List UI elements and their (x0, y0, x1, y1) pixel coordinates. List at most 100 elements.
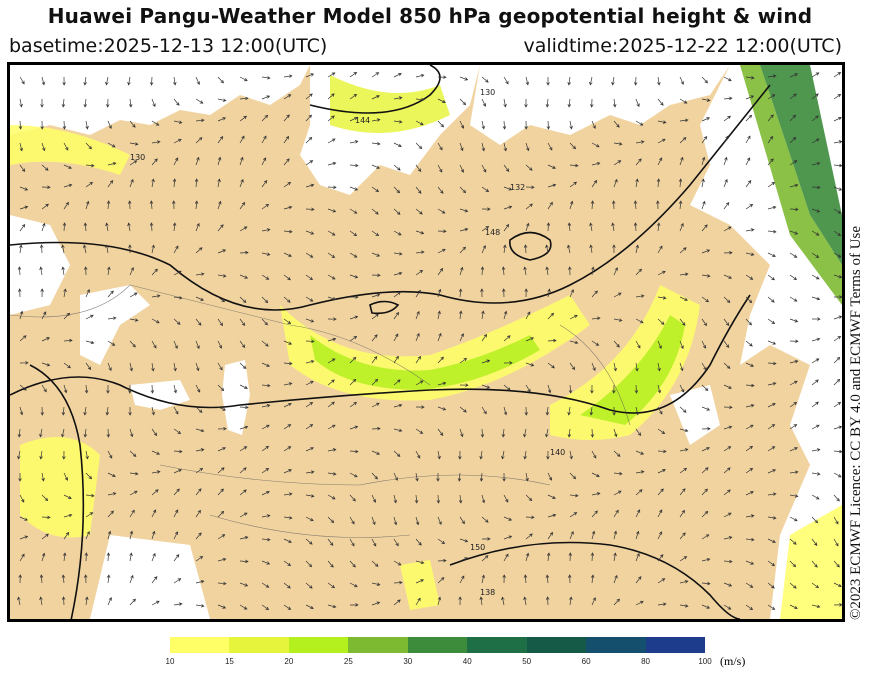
wind-arrow (789, 560, 797, 568)
colorbar-tick-label: 60 (581, 657, 591, 666)
wind-arrow (18, 472, 22, 482)
wind-arrow (371, 378, 379, 386)
wind-arrow (525, 76, 530, 86)
wind-arrow (371, 516, 376, 526)
wind-arrow (523, 596, 527, 606)
wind-arrow (41, 164, 49, 171)
wind-arrow (349, 315, 359, 320)
wind-arrow (679, 406, 687, 413)
wind-arrow (656, 200, 660, 210)
wind-band-pacific (760, 65, 842, 265)
wind-arrow (393, 186, 401, 194)
wind-arrow (173, 318, 181, 325)
wind-arrow (149, 76, 154, 86)
wind-arrow (767, 229, 777, 234)
wind-arrow (745, 204, 754, 210)
map-panel[interactable]: 130 132 144 148 150 140 138 130 (7, 62, 845, 622)
wind-arrow (415, 516, 420, 526)
wind-arrow (789, 424, 798, 430)
wind-arrow (503, 553, 509, 562)
wind-arrow (547, 201, 553, 210)
wind-arrow (371, 560, 379, 567)
wind-arrow (589, 406, 594, 416)
wind-arrow (63, 362, 71, 369)
wind-arrow (62, 552, 67, 562)
wind-arrow (349, 186, 359, 191)
wind-arrow (63, 183, 73, 188)
wind-arrow (723, 425, 733, 430)
wind-arrow (415, 355, 422, 364)
wind-arrow (481, 76, 489, 83)
wind-arrow (172, 222, 177, 232)
wind-arrow (635, 318, 644, 324)
wind-arrow (612, 406, 616, 416)
wind-arrow (679, 247, 687, 254)
wind-arrow (85, 472, 93, 480)
wind-arrow (305, 114, 313, 122)
wind-arrow (546, 76, 550, 86)
wind-arrow (679, 467, 688, 474)
wind-arrow (811, 161, 821, 166)
wind-arrow (611, 76, 615, 86)
wind-arrow (502, 120, 507, 130)
wind-arrow (657, 120, 667, 124)
wind-arrow (85, 340, 95, 345)
wind-arrow (85, 493, 95, 498)
wind-arrow (349, 449, 359, 454)
wind-arrow (18, 574, 22, 584)
wind-arrow (239, 446, 248, 452)
wind-arrow (173, 340, 178, 350)
wind-arrow (261, 582, 270, 588)
wind-arrow (151, 428, 158, 437)
wind-arrow (106, 98, 110, 108)
wind-arrow (239, 274, 249, 279)
wind-arrow (767, 74, 777, 78)
wind-arrow (745, 383, 755, 388)
wind-arrow (327, 379, 335, 386)
wind-arrow (217, 362, 223, 371)
colorbar-tick-label: 20 (284, 657, 294, 666)
wind-arrow (591, 362, 596, 372)
wind-arrow (833, 582, 842, 588)
wind-arrow (437, 310, 441, 320)
wind-arrow (371, 356, 378, 364)
credit-text: ©2023 ECMWF Licence: CC BY 4.0 and ECMWF… (848, 225, 864, 620)
wind-arrow (546, 450, 550, 460)
wind-arrow (745, 604, 754, 611)
wind-arrow (173, 120, 183, 124)
wind-arrow (459, 383, 469, 387)
wind-arrow (437, 406, 447, 411)
wind-arrow (283, 205, 293, 210)
wind-arrow (767, 361, 777, 366)
wind-arrow (129, 509, 135, 518)
wind-arrow (217, 384, 225, 392)
wind-arrow (41, 311, 47, 320)
wind-arrow (261, 318, 268, 326)
wind-arrow (349, 582, 358, 588)
wind-arrow (679, 137, 687, 144)
wind-arrow (811, 560, 818, 568)
wind-arrow (701, 98, 711, 102)
wind-arrow (85, 289, 90, 298)
wind-arrow (789, 380, 798, 386)
wind-arrow (547, 362, 555, 369)
wind-arrow (745, 296, 753, 304)
wind-arrow (19, 76, 25, 85)
wind-arrow (106, 384, 110, 394)
wind-arrow (349, 603, 359, 607)
wind-arrow (327, 252, 336, 258)
wind-arrow (789, 93, 797, 100)
wind-arrow (327, 472, 337, 476)
wind-arrow (745, 252, 755, 256)
wind-arrow (591, 510, 598, 518)
wind-arrow (723, 156, 728, 166)
wind-arrow (569, 450, 573, 460)
wind-arrow (261, 362, 270, 367)
wind-arrow (349, 472, 358, 478)
wind-arrow (811, 317, 821, 321)
wind-arrow (349, 295, 359, 299)
wind-arrow (129, 362, 133, 372)
wind-arrow (151, 340, 157, 349)
wind-arrow (613, 509, 619, 518)
wind-arrow (63, 288, 67, 298)
